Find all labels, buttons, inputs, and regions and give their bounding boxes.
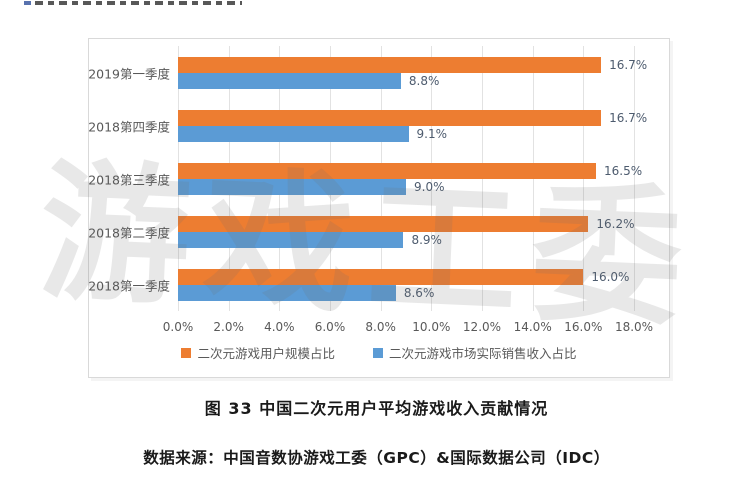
category-label: 2018第三季度 [88, 172, 170, 187]
bar-line: 16.7% [178, 56, 647, 73]
legend-item: 二次元游戏用户规模占比 [181, 343, 335, 362]
data-bar [178, 178, 406, 195]
bar-line: 8.9% [178, 231, 634, 248]
x-tick-label: 16.0% [564, 320, 603, 334]
x-tick-label: 4.0% [264, 320, 295, 334]
value-label: 16.0% [591, 269, 630, 284]
value-label: 9.1% [416, 126, 448, 141]
gridline [532, 46, 534, 311]
data-bar [178, 109, 602, 126]
chart-row: 2018第三季度 16.5% 9.0% [88, 152, 642, 205]
bar-line: 16.2% [178, 215, 635, 232]
data-bar [178, 215, 589, 232]
chart-legend: 二次元游戏用户规模占比 二次元游戏市场实际销售收入占比 [89, 343, 669, 362]
chart-panel: 2019第一季度 16.7% 8.8% 2018第四季度 16.7% 9.1% 2018第三… [88, 38, 670, 378]
gridline [481, 46, 483, 311]
plot-area: 2019第一季度 16.7% 8.8% 2018第四季度 16.7% 9.1% 2018第三… [88, 46, 647, 311]
clipped-text-remnant [24, 1, 242, 5]
x-tick-label: 12.0% [462, 320, 502, 334]
x-tick-label: 8.0% [365, 320, 396, 334]
bar-group: 16.5% 9.0% [178, 162, 642, 195]
bar-line: 9.1% [178, 125, 634, 142]
bar-group: 16.0% 8.6% [178, 268, 634, 301]
chart-row: 2018第二季度 16.2% 8.9% [88, 205, 635, 258]
figure-caption: 图 33 中国二次元用户平均游戏收入贡献情况 [204, 399, 549, 418]
value-label: 8.8% [408, 73, 440, 88]
chart-row: 2019第一季度 16.7% 8.8% [88, 46, 647, 99]
bar-group: 16.7% 9.1% [178, 109, 647, 142]
bar-line: 16.7% [178, 109, 647, 126]
x-tick-label: 6.0% [314, 320, 346, 334]
x-tick-label: 2.0% [213, 320, 244, 334]
category-label: 2018第四季度 [88, 119, 170, 134]
legend-label: 二次元游戏市场实际销售收入占比 [389, 346, 577, 361]
x-tick-label: 0.0% [162, 320, 194, 334]
legend-item: 二次元游戏市场实际销售收入占比 [373, 343, 577, 362]
value-label: 16.7% [609, 57, 648, 72]
value-label: 16.2% [596, 216, 635, 231]
legend-swatch [181, 347, 192, 358]
data-bar [178, 284, 396, 301]
gridline [634, 46, 635, 311]
data-bar [178, 162, 596, 179]
data-bar [178, 231, 404, 248]
chart-row: 2018第四季度 16.7% 9.1% [88, 99, 647, 152]
data-bar [178, 125, 409, 142]
value-label: 16.5% [603, 163, 643, 178]
bar-group: 16.2% 8.9% [178, 215, 635, 248]
category-label: 2018第一季度 [88, 278, 170, 293]
bar-line: 8.8% [178, 72, 634, 89]
legend-label: 二次元游戏用户规模占比 [197, 346, 335, 361]
data-source-line: 数据来源：中国音数协游戏工委（GPC）&国际数据公司（IDC） [143, 449, 610, 467]
gridline [583, 46, 585, 311]
legend-swatch [373, 347, 383, 358]
chart-row: 2018第一季度 16.0% 8.6% [88, 258, 634, 311]
bar-line: 16.5% [178, 162, 642, 179]
gridline [431, 46, 433, 311]
value-label: 16.7% [609, 110, 648, 125]
x-tick-label: 10.0% [412, 320, 451, 334]
value-label: 8.6% [403, 285, 435, 300]
data-bar [178, 72, 401, 89]
category-label: 2018第二季度 [88, 225, 170, 240]
bar-line: 8.6% [178, 284, 634, 301]
category-label: 2019第一季度 [88, 66, 170, 81]
data-bar [178, 56, 602, 73]
data-bar [178, 268, 584, 285]
x-axis: 0.0% 2.0% 4.0% 6.0% 8.0% 10.0% 12.0% 14.0% 16.0%… [163, 320, 653, 336]
value-label: 9.0% [414, 179, 445, 194]
bar-line: 9.0% [178, 178, 634, 195]
x-tick-label: 14.0% [513, 320, 552, 334]
x-tick-label: 18.0% [614, 320, 654, 334]
bar-group: 16.7% 8.8% [178, 56, 647, 89]
bar-line: 16.0% [178, 268, 634, 285]
value-label: 8.9% [411, 232, 442, 247]
